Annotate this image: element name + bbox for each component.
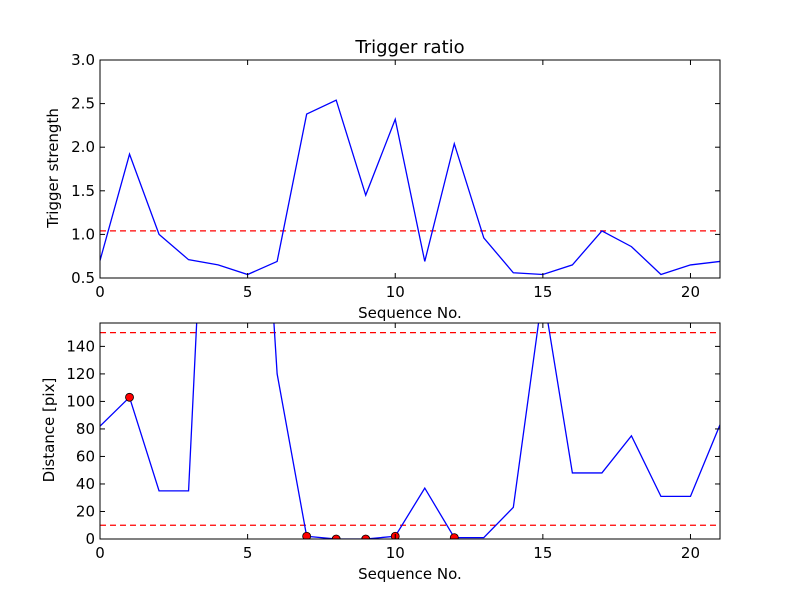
x-tick-label: 0 <box>95 544 105 562</box>
y-tick-label: 3.0 <box>71 51 95 69</box>
series-line <box>100 99 720 276</box>
x-tick-label: 5 <box>243 283 253 301</box>
y-tick-label: 1.5 <box>71 182 95 200</box>
y-tick-label: 140 <box>66 337 95 355</box>
y-tick-label: 1.0 <box>71 225 95 243</box>
y-tick-label: 80 <box>76 420 95 438</box>
x-tick-label: 20 <box>681 283 700 301</box>
y-tick-label: 100 <box>66 392 95 410</box>
plot-frame <box>99 59 721 279</box>
y-axis-label: Distance [pix] <box>40 378 58 483</box>
y-tick-label: 40 <box>76 475 95 493</box>
trigger-ratio-chart: Trigger ratio Sequence No. Trigger stren… <box>44 37 721 322</box>
series-line <box>100 323 720 539</box>
x-tick-label: 15 <box>533 283 552 301</box>
y-axis-label: Trigger strength <box>44 108 62 229</box>
distance-chart: Sequence No. Distance [pix] 0 5 10 15 20 0 20 4… <box>40 322 721 583</box>
data-point-marker <box>331 534 341 539</box>
y-tick-label: 2.5 <box>71 95 95 113</box>
x-tick-label: 0 <box>95 283 105 301</box>
y-tick-label: 20 <box>76 502 95 520</box>
x-axis-label: Sequence No. <box>358 304 462 322</box>
data-point-marker <box>361 534 371 539</box>
y-tick-label: 0.5 <box>71 269 95 287</box>
x-tick-label: 15 <box>533 544 552 562</box>
data-point-marker <box>302 531 312 539</box>
y-tick-label: 120 <box>66 365 95 383</box>
plot-frame <box>99 322 721 540</box>
y-tick-label: 60 <box>76 447 95 465</box>
chart-title: Trigger ratio <box>354 37 464 58</box>
x-tick-label: 10 <box>386 544 405 562</box>
data-point-marker <box>449 533 459 539</box>
plot-area <box>100 99 720 276</box>
x-axis-label: Sequence No. <box>358 565 462 583</box>
x-tick-label: 20 <box>681 544 700 562</box>
plot-area <box>100 323 720 539</box>
y-tick-label: 0 <box>85 530 95 548</box>
y-tick-label: 2.0 <box>71 138 95 156</box>
data-point-marker <box>125 392 134 402</box>
x-tick-label: 5 <box>243 544 253 562</box>
x-tick-label: 10 <box>386 283 405 301</box>
